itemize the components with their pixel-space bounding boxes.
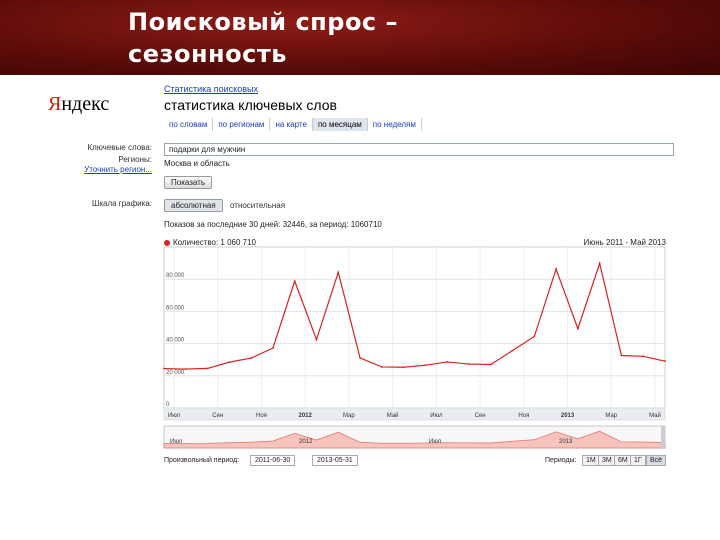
x-tick-label: Сен (212, 413, 223, 419)
y-tick-label: 20 000 (166, 370, 185, 376)
data-point (359, 357, 361, 359)
y-tick-label: 60 000 (166, 305, 185, 311)
date-from-field[interactable]: 2011-06-30 (250, 455, 296, 466)
refine-region-link[interactable]: Уточнить регион... (84, 165, 152, 174)
data-point (184, 368, 187, 370)
periods-label: Периоды: (545, 457, 577, 464)
data-point (315, 338, 318, 341)
custom-period-label: Произвольный период: (164, 457, 240, 464)
wordstat-screenshot: Яндекс Статистика поисковых статистика к… (40, 75, 680, 470)
data-point (620, 354, 623, 357)
x-tick-label: Сен (475, 413, 486, 419)
y-tick-label: 80 000 (166, 273, 185, 279)
chart-range-label: Июнь 2011 - Май 2013 (583, 238, 666, 247)
x-tick-label: Июл (168, 413, 181, 419)
slide-header: Поисковый спрос – сезонность (0, 0, 720, 75)
date-to-field[interactable]: 2013-05-31 (312, 455, 358, 466)
region-value: Москва и область (164, 159, 230, 168)
data-point (664, 360, 666, 363)
data-point (250, 357, 253, 359)
y-tick-label: 0 (166, 402, 170, 408)
data-point (576, 327, 579, 330)
data-point (272, 347, 274, 350)
tab-map[interactable]: на карте (270, 118, 313, 131)
tab-words[interactable]: по словам (164, 118, 214, 131)
data-point (424, 364, 427, 367)
data-point (380, 366, 383, 368)
tab-regions[interactable]: по регионам (213, 118, 271, 131)
series-dot-icon (164, 239, 170, 246)
show-button[interactable]: Показать (164, 176, 213, 189)
data-point (642, 355, 645, 358)
yandex-logo[interactable]: Яндекс (48, 93, 109, 116)
data-point (511, 349, 514, 352)
regions-label: Регионы: (118, 155, 152, 164)
navigator-handle (661, 426, 665, 448)
y-tick-label: 40 000 (166, 338, 185, 344)
breadcrumb[interactable]: Статистика поисковых (164, 84, 258, 94)
logo-rest: ндекс (61, 93, 110, 115)
keywords-label: Ключевые слова: (87, 143, 152, 152)
chart-legend: Количество: 1 060 710 (164, 238, 256, 247)
navigator-area (163, 430, 666, 449)
data-point (468, 363, 470, 365)
data-point (402, 366, 405, 369)
data-point (163, 367, 165, 370)
navigator-label: Июл (429, 439, 442, 445)
data-point (555, 268, 557, 270)
data-point (293, 280, 296, 283)
period-all-button[interactable]: Всё (646, 455, 667, 466)
logo-first-letter: Я (48, 93, 62, 115)
period-1y-button[interactable]: 1Г (630, 455, 646, 466)
legend-label: Количество: 1 060 710 (173, 238, 256, 247)
scale-absolute-button[interactable]: абсолютная (164, 199, 223, 212)
tab-months[interactable]: по месяцам (312, 118, 368, 131)
wordstat-line-chart[interactable]: 0 20 000 40 000 60 000 80 000 Июл Сен Ноя 2012 Ма… (40, 75, 680, 470)
x-tick-label: Ноя (256, 413, 267, 419)
scale-relative-option[interactable]: относительная (230, 201, 286, 210)
navigator-label: 2013 (559, 439, 573, 445)
report-tabs: по словам по регионам на карте по месяца… (164, 118, 422, 131)
impressions-summary: Показов за последние 30 дней: 32446, за … (164, 220, 382, 229)
x-tick-label: Мар (605, 413, 617, 419)
x-tick-label: Мар (343, 413, 355, 419)
data-point (533, 335, 536, 338)
x-tick-label: Май (649, 412, 661, 419)
x-tick-label: Ноя (518, 413, 529, 419)
x-tick-label: Май (387, 412, 399, 419)
tab-weeks[interactable]: по неделям (368, 118, 422, 131)
series-line (163, 261, 666, 370)
navigator-label: Июл (170, 439, 183, 445)
data-point (206, 367, 209, 370)
data-point (598, 262, 601, 265)
scale-label: Шкала графика: (91, 199, 152, 208)
x-axis-strip (163, 407, 666, 421)
keywords-input[interactable]: подарки для мужчин (164, 143, 674, 156)
slide-title: Поисковый спрос – сезонность (128, 8, 399, 68)
x-tick-label: Июл (430, 413, 443, 419)
data-point (228, 361, 231, 364)
x-tick-label: 2013 (561, 413, 575, 419)
x-tick-label: 2012 (299, 413, 313, 419)
page-title: статистика ключевых слов (164, 97, 337, 113)
data-point (337, 271, 340, 274)
data-point (446, 361, 449, 363)
data-point (489, 363, 492, 366)
navigator-label: 2012 (299, 439, 313, 445)
plot-area (163, 246, 666, 409)
